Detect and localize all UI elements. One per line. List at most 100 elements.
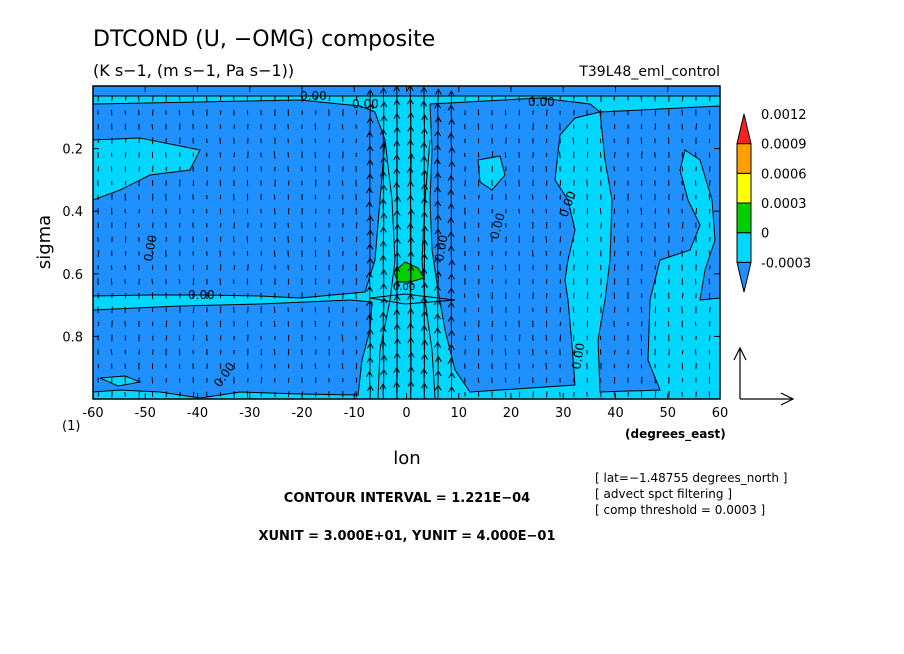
- wind-vector-head: [447, 245, 455, 252]
- wind-vector-head: [447, 104, 455, 111]
- field-positive-region: [477, 155, 506, 191]
- wind-vector-head: [407, 236, 415, 243]
- wind-vector-head: [366, 285, 374, 292]
- wind-vector-head: [393, 237, 401, 244]
- wind-vector: [586, 306, 589, 313]
- wind-vector: [192, 363, 194, 370]
- wind-vector-head: [448, 329, 456, 336]
- wind-vector: [355, 165, 357, 173]
- wind-vector-head: [393, 167, 401, 174]
- y-tick-label: 0.2: [62, 143, 83, 158]
- wind-vector-head: [393, 209, 401, 216]
- wind-vector: [478, 194, 480, 200]
- colorbar: -0.0003 0 0.0003 0.0006 0.0009 0.0012: [736, 108, 811, 293]
- wind-vector-head: [407, 366, 415, 373]
- colorbar-label: 0.0006: [761, 167, 807, 182]
- wind-vector-head: [393, 153, 401, 161]
- wind-vector: [573, 109, 575, 116]
- wind-vector: [600, 293, 602, 298]
- wind-vector-head: [406, 98, 414, 105]
- wind-vector: [273, 151, 276, 159]
- wind-vector: [464, 95, 467, 102]
- wind-vector-head: [407, 152, 415, 160]
- wind-vector-head: [421, 353, 429, 360]
- wind-vector: [137, 223, 140, 228]
- x-tick-label: 0: [402, 406, 410, 421]
- wind-vector: [463, 235, 466, 243]
- wind-vector-head: [434, 199, 442, 207]
- info-line-lat: [ lat=−1.48755 degrees_north ]: [595, 471, 787, 485]
- wind-vector-head: [407, 380, 415, 387]
- wind-vector: [572, 306, 575, 314]
- wind-vector-head: [393, 99, 401, 106]
- wind-vector-head: [366, 257, 374, 264]
- wind-vector: [640, 194, 643, 200]
- wind-vector-head: [379, 311, 387, 318]
- wind-vector: [572, 137, 575, 145]
- page-marker: (1): [62, 419, 80, 434]
- wind-vector: [315, 95, 317, 102]
- contour-label: 0.00: [393, 282, 415, 293]
- wind-vector: [124, 265, 126, 270]
- wind-vector: [640, 251, 643, 256]
- wind-vector-head: [393, 112, 401, 119]
- wind-vector-head: [421, 239, 429, 246]
- wind-vector: [450, 189, 452, 205]
- x-tick-label: 50: [659, 406, 676, 421]
- wind-vector-head: [394, 223, 402, 230]
- wind-vector-head: [393, 337, 401, 345]
- wind-vector: [233, 124, 236, 129]
- wind-vector-head: [407, 336, 415, 344]
- wind-vector: [382, 384, 384, 399]
- wind-vector-head: [434, 185, 441, 193]
- colorbar-segment: [736, 232, 752, 263]
- wind-vector-head: [393, 381, 400, 388]
- wind-vector-head: [420, 197, 428, 204]
- wind-vector: [559, 321, 562, 327]
- wind-vector-head: [379, 142, 387, 149]
- contour-label: 0.00: [432, 234, 450, 263]
- wind-vector-head: [407, 208, 415, 215]
- wind-vector: [192, 222, 194, 229]
- wind-vector: [233, 279, 235, 284]
- wind-vector-head: [380, 297, 388, 304]
- wind-vector: [600, 222, 602, 229]
- contour-label: 0.00: [352, 97, 379, 111]
- wind-vector: [165, 320, 168, 328]
- wind-vector-head: [433, 158, 441, 165]
- wind-vector: [165, 391, 168, 398]
- wind-vector: [559, 391, 561, 397]
- wind-vector-head: [366, 117, 374, 124]
- wind-vector: [573, 349, 575, 355]
- wind-vector-head: [406, 86, 414, 91]
- wind-vector-head: [421, 114, 428, 121]
- wind-vector-head: [380, 368, 388, 375]
- wind-vector-head: [434, 284, 441, 291]
- y-tick-label: 0.8: [62, 330, 83, 345]
- wind-vector-head: [366, 131, 374, 138]
- wind-vector-head: [393, 265, 401, 273]
- wind-vector: [668, 364, 670, 369]
- wind-vector-head: [365, 187, 373, 194]
- wind-vector: [518, 179, 520, 187]
- wind-vector-head: [447, 202, 455, 210]
- field-negative-region: [597, 105, 720, 393]
- wind-vector: [518, 334, 521, 342]
- wind-vector-head: [434, 270, 442, 277]
- wind-vector: [504, 335, 507, 341]
- wind-vector: [192, 391, 195, 397]
- wind-vector-head: [365, 271, 373, 278]
- wind-vector-head: [406, 139, 414, 146]
- wind-vector: [314, 138, 317, 144]
- wind-vector: [97, 237, 99, 242]
- wind-vector-head: [434, 228, 442, 235]
- wind-vector: [450, 217, 452, 233]
- wind-vector: [545, 208, 548, 214]
- wind-vector: [124, 96, 127, 101]
- wind-vector: [668, 348, 670, 356]
- wind-vector-head: [420, 367, 428, 375]
- wind-vector: [505, 124, 507, 129]
- wind-vector-head: [366, 370, 373, 377]
- wind-vector-head: [447, 273, 455, 280]
- wind-vector: [505, 137, 507, 144]
